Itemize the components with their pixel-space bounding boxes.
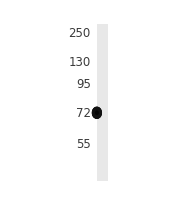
Ellipse shape — [94, 110, 100, 117]
Ellipse shape — [95, 111, 99, 115]
Ellipse shape — [94, 110, 99, 116]
Ellipse shape — [95, 111, 99, 115]
Ellipse shape — [95, 110, 99, 116]
Ellipse shape — [94, 110, 100, 117]
Ellipse shape — [95, 111, 99, 116]
Ellipse shape — [93, 109, 100, 118]
Bar — [97, 24, 108, 182]
Ellipse shape — [94, 110, 100, 117]
Ellipse shape — [95, 111, 99, 116]
Ellipse shape — [95, 110, 99, 116]
Ellipse shape — [93, 109, 101, 118]
Ellipse shape — [94, 109, 100, 117]
Ellipse shape — [95, 111, 99, 116]
Ellipse shape — [93, 108, 101, 118]
Ellipse shape — [94, 110, 99, 116]
Ellipse shape — [93, 109, 100, 118]
Ellipse shape — [93, 109, 101, 118]
Ellipse shape — [94, 110, 99, 116]
Ellipse shape — [93, 108, 101, 118]
Text: 55: 55 — [76, 137, 91, 150]
Ellipse shape — [94, 109, 100, 117]
Text: 72: 72 — [76, 107, 91, 120]
Ellipse shape — [93, 108, 101, 119]
Ellipse shape — [93, 109, 100, 117]
Ellipse shape — [93, 109, 101, 118]
Ellipse shape — [93, 108, 101, 119]
Ellipse shape — [93, 108, 101, 118]
Text: 95: 95 — [76, 78, 91, 91]
Ellipse shape — [92, 108, 101, 119]
Text: 250: 250 — [68, 27, 91, 40]
Text: 130: 130 — [68, 56, 91, 69]
Ellipse shape — [94, 110, 100, 117]
Ellipse shape — [96, 112, 98, 115]
